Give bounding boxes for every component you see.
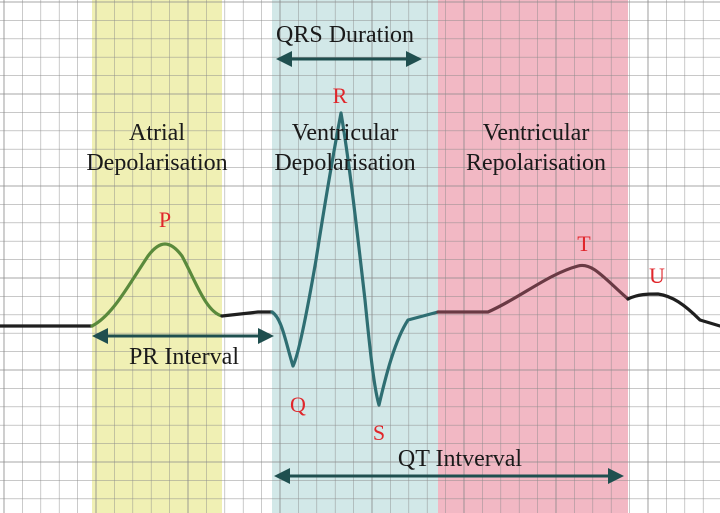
- pr-segment-trace: [220, 310, 274, 318]
- u-wave-trace: [626, 292, 720, 328]
- ventricular-depol-label-line1: Ventricular: [292, 120, 399, 146]
- ventricular-repol-label-line1: Ventricular: [483, 120, 590, 146]
- u-wave-label: U: [649, 263, 665, 288]
- atrial-label-line2: Depolarisation: [86, 150, 227, 176]
- qrs-duration-label: QRS Duration: [276, 22, 414, 48]
- pr-interval-label: PR Interval: [129, 344, 239, 370]
- qrs-arrowhead-left: [276, 51, 292, 67]
- pr-arrowhead-right: [258, 328, 274, 344]
- pr-arrowhead-left: [92, 328, 108, 344]
- ventricular-depol-label-line2: Depolarisation: [274, 150, 415, 176]
- r-wave-label: R: [333, 83, 348, 108]
- s-wave-label: S: [373, 420, 385, 445]
- qt-arrowhead-right: [608, 468, 624, 484]
- ventricular-repol-label-line2: Repolarisation: [466, 150, 606, 176]
- q-wave-label: Q: [290, 392, 306, 417]
- p-wave-label: P: [159, 207, 171, 232]
- atrial-label-line1: Atrial: [129, 120, 185, 146]
- p-wave-trace: [90, 242, 224, 328]
- qt-interval-label: QT Intverval: [398, 446, 523, 472]
- st-t-trace: [436, 263, 630, 314]
- ventricular-repol-region: [438, 0, 628, 513]
- qt-arrowhead-left: [274, 468, 290, 484]
- qrs-complex-trace: [270, 111, 440, 407]
- t-wave-label: T: [577, 231, 591, 256]
- ecg-trace: [0, 111, 720, 407]
- interval-arrows: [92, 51, 624, 484]
- ventricular-depol-region: [272, 0, 438, 513]
- qrs-arrowhead-right: [406, 51, 422, 67]
- atrial-region: [92, 0, 222, 513]
